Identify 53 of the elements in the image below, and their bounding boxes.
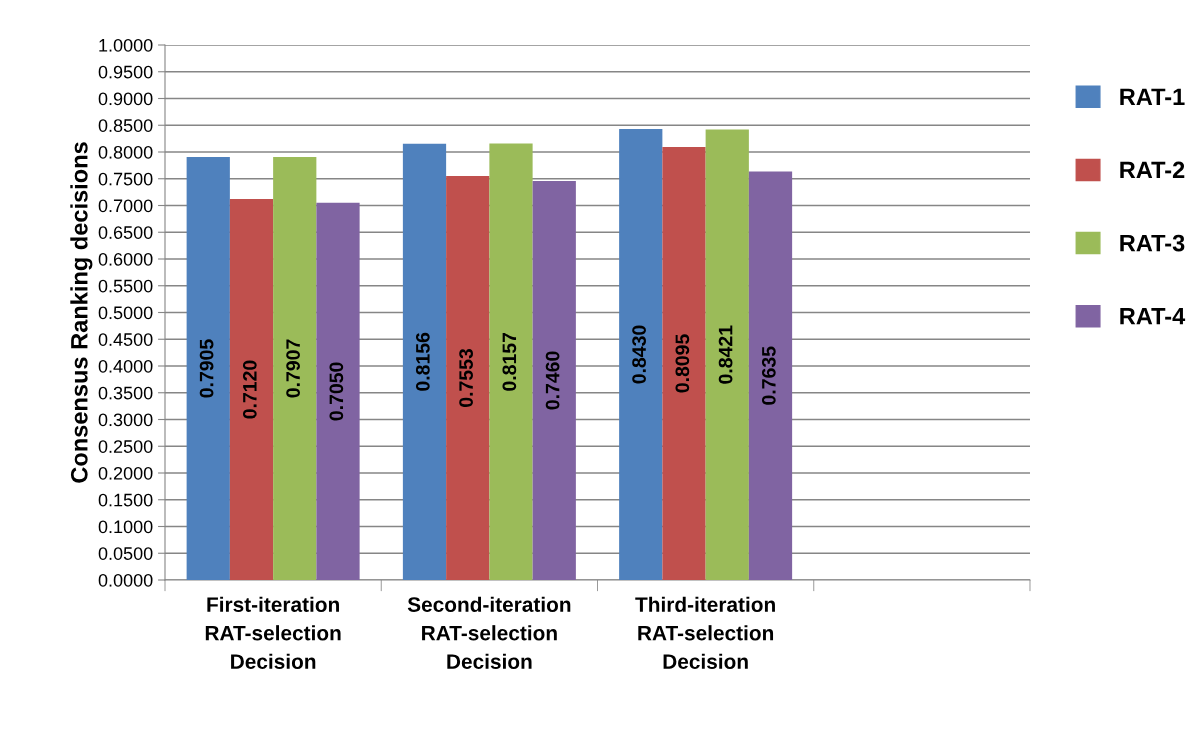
data-label: 0.8430	[632, 325, 646, 384]
bar	[229, 199, 274, 580]
y-tick-label: 0.2000	[98, 466, 153, 480]
y-tick-label: 1.0000	[99, 38, 153, 52]
legend-label: RAT-3	[1120, 234, 1185, 252]
bar	[619, 129, 663, 580]
y-tick-label: 0.5000	[98, 306, 153, 320]
legend-label: RAT-1	[1120, 88, 1185, 105]
y-tick-label: 0.9000	[98, 92, 153, 106]
y-tick-label: 0.8500	[98, 119, 153, 132]
data-label: 0.8095	[675, 334, 690, 393]
bar	[748, 171, 793, 580]
bar	[273, 156, 317, 580]
y-tick-label: 0.7000	[98, 199, 153, 213]
bar	[186, 157, 230, 580]
data-label: 0.8156	[415, 332, 430, 391]
bar	[402, 143, 447, 580]
y-tick-label: 0.9500	[98, 65, 153, 79]
y-tick-label: 0.6500	[98, 226, 153, 239]
y-tick-label: 0.6000	[98, 252, 153, 266]
bar	[316, 202, 360, 580]
data-label: 0.7460	[545, 351, 560, 410]
y-tick-label: 0.0000	[98, 573, 153, 587]
x-tick-label: Second-iteration RAT-selection Decision	[407, 596, 571, 669]
data-label: 0.7635	[761, 346, 776, 405]
data-label: 0.7050	[329, 362, 344, 421]
y-tick-label: 0.1500	[98, 493, 153, 507]
y-tick-label: 0.5500	[98, 279, 153, 293]
y-tick-label: 0.1000	[98, 520, 153, 534]
data-label: 0.8157	[502, 332, 517, 391]
y-tick-label: 0.3000	[98, 413, 153, 427]
data-label: 0.7120	[242, 360, 257, 419]
y-tick-label: 0.7500	[98, 172, 153, 186]
bar	[446, 175, 490, 580]
bar	[705, 129, 749, 580]
data-label: 0.7553	[459, 348, 473, 407]
bar	[489, 143, 533, 580]
y-tick-label: 0.4500	[98, 333, 153, 346]
legend-label: RAT-4	[1120, 308, 1186, 325]
y-tick-label: 0.8000	[98, 145, 153, 159]
x-tick-label: Third-iteration RAT-selection Decision	[635, 596, 775, 669]
data-label: 0.8421	[718, 325, 733, 384]
bar	[532, 180, 576, 580]
data-label: 0.7905	[199, 339, 214, 398]
y-tick-label: 0.4000	[98, 359, 153, 373]
data-label: 0.7907	[286, 339, 300, 398]
y-tick-label: 0.0500	[98, 547, 153, 560]
y-tick-label: 0.2500	[98, 440, 153, 453]
y-axis-title: Consensus Ranking decisions	[70, 142, 93, 483]
bar	[662, 146, 706, 580]
x-tick-label: First-iteration RAT-selection Decision	[205, 596, 341, 669]
y-tick-label: 0.3500	[98, 386, 153, 400]
legend-label: RAT-2	[1120, 161, 1185, 179]
